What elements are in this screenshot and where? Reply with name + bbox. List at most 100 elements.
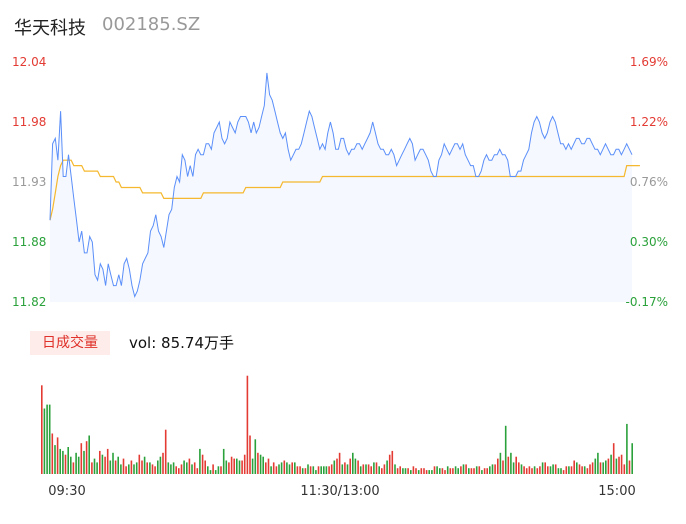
volume-bar xyxy=(201,454,204,474)
volume-bar xyxy=(106,448,109,474)
volume-bar xyxy=(518,462,520,474)
volume-bar xyxy=(328,466,330,474)
volume-bar xyxy=(141,460,143,474)
volume-bar xyxy=(96,462,98,474)
volume-bar xyxy=(415,468,417,474)
volume-bar xyxy=(586,468,589,474)
volume-bar xyxy=(460,466,462,474)
volume-bar xyxy=(72,462,75,474)
volume-bar xyxy=(449,468,452,474)
volume-bar xyxy=(597,452,599,474)
volume-bar xyxy=(183,460,185,474)
volume-bar xyxy=(457,468,459,474)
volume-bar xyxy=(515,456,517,474)
volume-bar xyxy=(120,464,122,474)
volume-bar xyxy=(207,466,209,474)
volume-bar xyxy=(576,462,578,474)
volume-bar xyxy=(330,464,333,474)
volume-bar xyxy=(54,445,56,474)
volume-bar xyxy=(133,464,135,474)
volume-bar xyxy=(486,468,488,474)
volume-bar xyxy=(43,408,46,474)
volume-bar xyxy=(278,464,280,474)
volume-bar xyxy=(620,454,623,474)
volume-bar xyxy=(520,464,523,474)
volume-bar xyxy=(370,466,372,474)
volume-bar xyxy=(562,470,565,474)
x-tick-label: 15:00 xyxy=(598,484,635,499)
volume-bar xyxy=(462,464,465,474)
volume-bar xyxy=(591,462,594,474)
volume-bar xyxy=(475,466,478,474)
daily-volume-tag[interactable]: 日成交量 xyxy=(30,331,110,355)
volume-bar xyxy=(618,456,620,474)
volume-bar xyxy=(468,468,470,474)
volume-bar xyxy=(507,456,510,474)
y-left-tick-label: 11.98 xyxy=(12,115,46,129)
volume-bar xyxy=(77,456,80,474)
volume-bar xyxy=(504,425,507,474)
volume-bar xyxy=(539,466,541,474)
volume-bar xyxy=(143,456,146,474)
volume-bar xyxy=(307,464,309,474)
volume-bar xyxy=(549,466,552,474)
volume-bar xyxy=(554,464,557,474)
volume-bar xyxy=(423,468,425,474)
volume-bar xyxy=(420,468,423,474)
volume-bar xyxy=(349,458,351,474)
volume-bar xyxy=(373,462,375,474)
volume-bar xyxy=(359,466,362,474)
volume-bar xyxy=(581,466,583,474)
volume-bar xyxy=(88,435,90,474)
volume-bar xyxy=(528,466,531,474)
volume-bar xyxy=(367,464,370,474)
volume-bar xyxy=(259,454,262,474)
volume-bar xyxy=(209,470,212,474)
volume-bar xyxy=(99,450,101,474)
volume-bar xyxy=(299,466,301,474)
volume-bar xyxy=(544,462,546,474)
y-left-tick-label: 12.04 xyxy=(12,55,46,69)
x-tick-label: 09:30 xyxy=(48,484,85,499)
volume-bar xyxy=(417,470,420,474)
volume-bar xyxy=(154,466,156,474)
volume-bar xyxy=(552,464,554,474)
volume-bar xyxy=(391,450,394,474)
volume-bar xyxy=(241,460,243,474)
volume-bar xyxy=(547,466,549,474)
volume-bar xyxy=(470,468,473,474)
volume-bar xyxy=(497,458,499,474)
volume-bar xyxy=(323,466,325,474)
volume-bar xyxy=(270,466,272,474)
volume-bar xyxy=(336,458,338,474)
volume-bar xyxy=(70,456,72,474)
volume-bar xyxy=(628,460,631,474)
y-right-tick-label: -0.17% xyxy=(626,295,668,309)
volume-bar xyxy=(214,470,217,474)
volume-bar xyxy=(441,468,444,474)
volume-bar xyxy=(204,460,206,474)
volume-bar xyxy=(502,460,504,474)
volume-bar xyxy=(101,454,104,474)
volume-bar xyxy=(381,468,383,474)
volume-bar xyxy=(257,452,259,474)
volume-bar xyxy=(388,454,391,474)
volume-bar xyxy=(431,470,433,474)
volume-bar xyxy=(112,452,114,474)
volume-bar xyxy=(149,462,151,474)
volume-bar xyxy=(283,460,286,474)
volume-bar xyxy=(346,464,349,474)
volume-bar xyxy=(578,464,581,474)
volume-bar xyxy=(333,460,336,474)
volume-bar xyxy=(217,466,220,474)
volume-bar xyxy=(233,458,235,474)
price-area xyxy=(50,72,632,303)
volume-bar xyxy=(41,385,43,474)
volume-bar xyxy=(75,452,77,474)
volume-bar xyxy=(196,468,199,474)
volume-bar xyxy=(238,460,241,474)
volume-bar xyxy=(602,462,604,474)
volume-bar xyxy=(338,452,341,474)
volume-bar xyxy=(93,458,96,474)
